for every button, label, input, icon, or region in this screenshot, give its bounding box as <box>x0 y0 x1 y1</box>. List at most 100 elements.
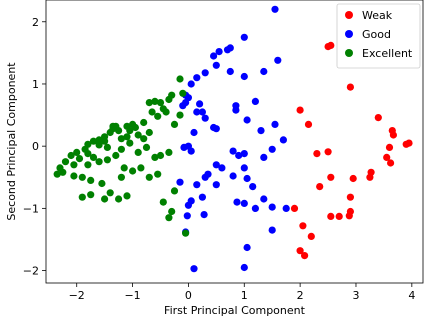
point-good-59 <box>282 204 290 212</box>
x-tick-label: 4 <box>408 289 415 302</box>
point-excellent-30 <box>70 161 78 169</box>
x-axis-label: First Principal Component <box>164 304 306 317</box>
point-excellent-32 <box>84 150 92 158</box>
point-weak-2 <box>346 83 354 91</box>
point-good-30 <box>190 128 198 137</box>
y-tick-label: 1 <box>32 78 39 91</box>
x-tick-label: 3 <box>352 289 359 302</box>
point-excellent-63 <box>151 153 159 161</box>
point-excellent-73 <box>70 172 78 180</box>
point-good-39 <box>240 164 248 172</box>
point-weak-25 <box>290 204 299 212</box>
point-excellent-76 <box>109 122 117 130</box>
point-excellent-54 <box>101 195 109 203</box>
point-good-47 <box>204 170 212 178</box>
point-excellent-37 <box>117 135 125 143</box>
point-weak-15 <box>327 173 335 181</box>
point-good-10 <box>193 74 201 82</box>
point-excellent-74 <box>131 123 139 132</box>
point-good-26 <box>232 106 240 114</box>
point-excellent-12 <box>140 118 148 127</box>
point-good-58 <box>251 204 259 212</box>
point-excellent-69 <box>182 229 190 237</box>
point-good-28 <box>271 120 279 128</box>
point-excellent-45 <box>117 145 125 153</box>
point-good-66 <box>240 263 248 272</box>
point-excellent-71 <box>120 164 128 172</box>
point-excellent-42 <box>145 128 153 137</box>
point-excellent-9 <box>148 108 156 116</box>
point-excellent-21 <box>89 137 98 145</box>
point-excellent-61 <box>145 173 153 181</box>
point-good-29 <box>279 136 287 144</box>
point-excellent-48 <box>95 158 103 166</box>
point-excellent-8 <box>154 112 162 120</box>
point-good-0 <box>271 5 279 13</box>
y-tick-label: 0 <box>32 140 39 153</box>
point-weak-7 <box>389 131 397 139</box>
point-weak-27 <box>307 232 315 240</box>
point-weak-21 <box>335 212 343 220</box>
point-excellent-20 <box>95 136 103 144</box>
point-weak-16 <box>349 174 357 183</box>
point-good-57 <box>249 183 257 191</box>
point-excellent-11 <box>170 120 179 128</box>
point-good-6 <box>274 56 282 64</box>
point-good-3 <box>223 46 232 54</box>
point-excellent-57 <box>117 173 125 181</box>
point-good-60 <box>260 195 268 203</box>
point-excellent-50 <box>78 173 86 181</box>
point-weak-28 <box>296 247 304 255</box>
point-good-52 <box>200 211 208 219</box>
point-good-37 <box>235 151 243 160</box>
point-excellent-24 <box>73 148 81 156</box>
y-tick-label: −1 <box>23 202 39 215</box>
point-weak-13 <box>383 153 391 161</box>
point-weak-26 <box>299 222 307 230</box>
point-good-8 <box>212 61 220 69</box>
point-excellent-70 <box>170 187 179 195</box>
point-good-53 <box>183 212 191 220</box>
point-excellent-60 <box>115 195 123 203</box>
point-excellent-56 <box>78 193 86 201</box>
point-excellent-66 <box>159 198 167 206</box>
legend-box <box>336 3 421 69</box>
point-good-7 <box>240 72 248 81</box>
point-excellent-10 <box>176 111 184 119</box>
point-excellent-29 <box>59 168 67 176</box>
point-weak-5 <box>374 114 382 122</box>
point-good-33 <box>187 147 195 155</box>
legend-label-good: Good <box>362 28 391 41</box>
point-good-4 <box>215 48 223 56</box>
point-excellent-59 <box>123 192 131 200</box>
point-good-65 <box>190 265 198 273</box>
point-excellent-17 <box>115 127 123 135</box>
x-tick-label: 0 <box>185 289 192 302</box>
point-good-38 <box>240 150 248 158</box>
axis-ticks: −2 −1 0 1 2 3 4 −2 −1 0 1 2 <box>23 16 416 302</box>
x-tick-label: 2 <box>297 289 304 302</box>
point-good-51 <box>198 193 206 201</box>
point-good-43 <box>243 174 251 183</box>
point-excellent-44 <box>134 148 142 156</box>
point-weak-14 <box>387 159 395 167</box>
point-excellent-0 <box>176 75 184 83</box>
point-good-50 <box>184 201 192 209</box>
point-excellent-58 <box>129 167 137 175</box>
legend-label-excellent: Excellent <box>362 47 413 60</box>
point-good-12 <box>226 67 234 76</box>
point-excellent-34 <box>95 141 103 149</box>
point-good-41 <box>260 153 268 161</box>
y-axis-label: Second Principal Component <box>5 62 18 221</box>
point-weak-10 <box>313 150 321 158</box>
point-excellent-28 <box>53 170 61 178</box>
point-good-56 <box>240 199 248 207</box>
point-excellent-64 <box>165 148 173 156</box>
point-excellent-4 <box>156 99 165 107</box>
x-tick-label: −1 <box>124 289 140 302</box>
plot-frame <box>45 0 424 284</box>
point-excellent-47 <box>103 156 111 164</box>
point-good-44 <box>212 181 220 189</box>
point-excellent-68 <box>165 214 173 222</box>
